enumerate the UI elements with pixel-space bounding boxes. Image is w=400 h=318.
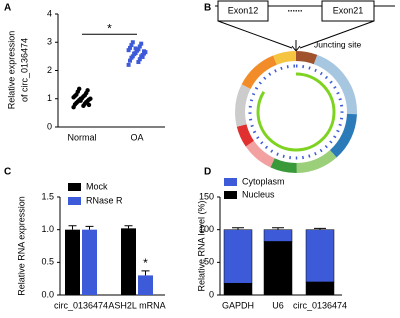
dot bbox=[136, 47, 141, 52]
y-tick-label: 1.5 bbox=[41, 191, 54, 201]
y-tick-label: 1 bbox=[47, 93, 52, 103]
error-bar bbox=[124, 225, 133, 229]
panel-label: C bbox=[4, 167, 11, 178]
x-tick-label: circ_0136474 bbox=[54, 300, 108, 310]
y-tick-label: 0 bbox=[47, 121, 52, 131]
dot bbox=[137, 44, 142, 49]
exon-label: Exon21 bbox=[333, 5, 364, 15]
dot bbox=[126, 48, 131, 53]
y-tick-label: 3 bbox=[47, 37, 52, 47]
bar-segment bbox=[305, 281, 335, 296]
error-bar bbox=[68, 225, 77, 230]
y-tick-label: 150 bbox=[199, 191, 214, 201]
connector bbox=[299, 20, 375, 49]
dot bbox=[140, 54, 145, 59]
legend-swatch bbox=[68, 197, 81, 205]
x-tick-label: GAPDH bbox=[222, 300, 254, 310]
dot bbox=[130, 40, 135, 45]
legend-label: Cytoplasm bbox=[242, 176, 285, 186]
legend-label: RNase R bbox=[86, 195, 123, 205]
y-tick-label: 0.5 bbox=[41, 257, 54, 267]
bar-segment bbox=[223, 229, 253, 284]
bar-segment bbox=[305, 229, 335, 283]
bar bbox=[82, 229, 97, 295]
arc bbox=[235, 51, 357, 173]
dot bbox=[88, 96, 93, 101]
error-bar bbox=[272, 227, 284, 230]
dot bbox=[78, 98, 83, 103]
x-tick-label: Normal bbox=[67, 132, 96, 142]
connector bbox=[217, 20, 293, 49]
dot bbox=[126, 62, 131, 67]
dot bbox=[132, 52, 137, 57]
y-axis-label: Relative expression bbox=[6, 31, 16, 110]
exon-dots: ...... bbox=[287, 3, 302, 13]
inner-arc bbox=[256, 72, 336, 152]
legend-label: Mock bbox=[86, 181, 108, 191]
y-tick-label: 0 bbox=[209, 289, 214, 299]
dot bbox=[133, 46, 138, 51]
error-bar bbox=[85, 225, 94, 230]
exon-box bbox=[321, 0, 375, 22]
x-tick-label: circ_0136474 bbox=[293, 300, 347, 310]
dot bbox=[139, 41, 144, 46]
bar-segment bbox=[263, 241, 293, 296]
significance: * bbox=[107, 21, 112, 35]
dot bbox=[85, 88, 90, 93]
legend-swatch bbox=[68, 183, 81, 191]
dot bbox=[136, 60, 141, 65]
error-bar bbox=[141, 270, 150, 276]
y-tick-label: 4 bbox=[47, 8, 52, 18]
dot bbox=[130, 54, 135, 59]
legend-swatch bbox=[224, 178, 237, 186]
panel-label: A bbox=[4, 3, 11, 14]
y-tick-label: 50 bbox=[204, 257, 214, 267]
arrow bbox=[291, 40, 301, 52]
legend-swatch bbox=[224, 191, 237, 199]
bar bbox=[138, 275, 153, 295]
legend-label: Nucleus bbox=[242, 189, 275, 199]
y-axis-label: of circ_0136474 bbox=[19, 38, 29, 102]
bar bbox=[65, 229, 80, 295]
x-tick-label: U6 bbox=[272, 300, 284, 310]
dot bbox=[77, 86, 82, 92]
panel-label: D bbox=[204, 167, 211, 178]
y-tick-label: 1.0 bbox=[41, 224, 54, 234]
y-tick-label: 100 bbox=[199, 224, 214, 234]
error-bar bbox=[314, 227, 326, 230]
dot bbox=[129, 43, 134, 48]
bar-segment bbox=[223, 282, 253, 296]
dot bbox=[142, 49, 146, 54]
dot bbox=[137, 57, 142, 62]
x-tick-label: ASH2L mRNA bbox=[108, 300, 165, 310]
x-tick-label: OA bbox=[130, 132, 143, 142]
exon-label: Exon12 bbox=[228, 5, 259, 15]
error-bar bbox=[232, 227, 244, 230]
y-tick-label: 2 bbox=[47, 65, 52, 75]
exon-box bbox=[217, 0, 269, 22]
dot bbox=[128, 45, 132, 50]
y-axis-label: Relative RNA expression bbox=[16, 196, 26, 296]
y-axis-label: Relative RNA level (%) bbox=[196, 200, 206, 291]
panel-label: B bbox=[204, 3, 211, 14]
dots-ring bbox=[248, 64, 344, 160]
bar bbox=[121, 228, 136, 295]
annotation: Juncting site bbox=[314, 39, 362, 49]
arc bbox=[235, 51, 357, 173]
dot bbox=[86, 102, 92, 108]
circ-diagram: Exon12 Exon21 ...... Juncting site bbox=[215, 0, 395, 173]
significance: * bbox=[143, 256, 148, 270]
arc bbox=[235, 51, 357, 173]
y-tick-label: 0.0 bbox=[41, 289, 54, 299]
arc bbox=[235, 51, 357, 173]
bar-segment bbox=[263, 229, 293, 242]
dot bbox=[128, 58, 132, 63]
